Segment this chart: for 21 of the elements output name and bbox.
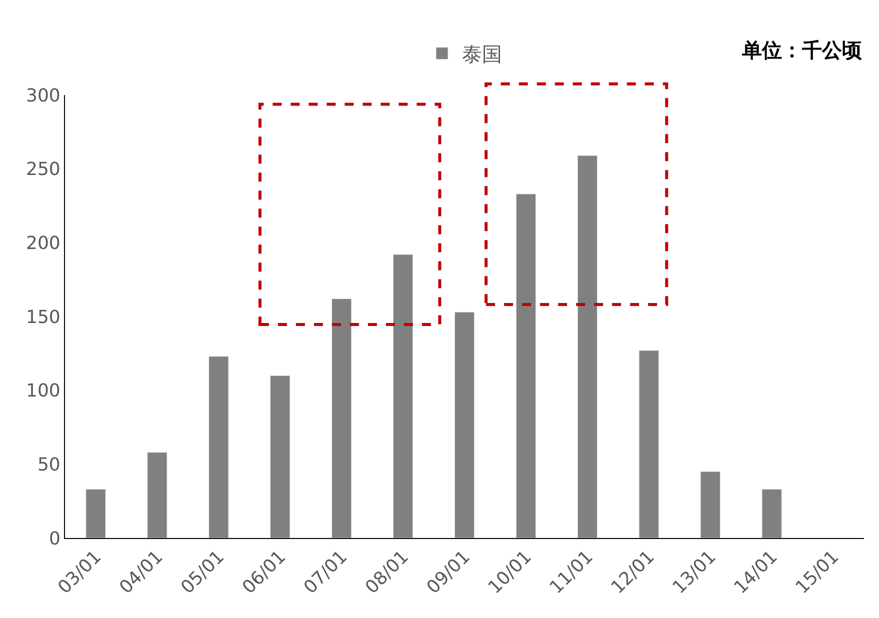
y-tick-label: 150 [26,306,60,328]
legend-label: 泰国 [462,42,502,66]
bar [147,452,168,538]
y-tick-label: 200 [26,232,60,254]
y-tick-label: 0 [48,528,60,550]
bar [208,356,229,538]
y-tick-label: 250 [26,159,60,180]
y-tick-label: 300 [26,85,60,106]
bar [454,312,475,538]
y-tick-label: 50 [37,454,60,476]
bar [762,489,782,538]
bar [516,194,536,538]
bar [331,298,352,538]
bar [577,155,598,538]
bar [700,471,720,538]
bar [392,254,414,538]
y-tick-label: 100 [26,380,60,402]
text: 单位：千公顷 [741,38,862,62]
bar [270,375,290,538]
bar [638,350,659,538]
bar [86,489,106,538]
